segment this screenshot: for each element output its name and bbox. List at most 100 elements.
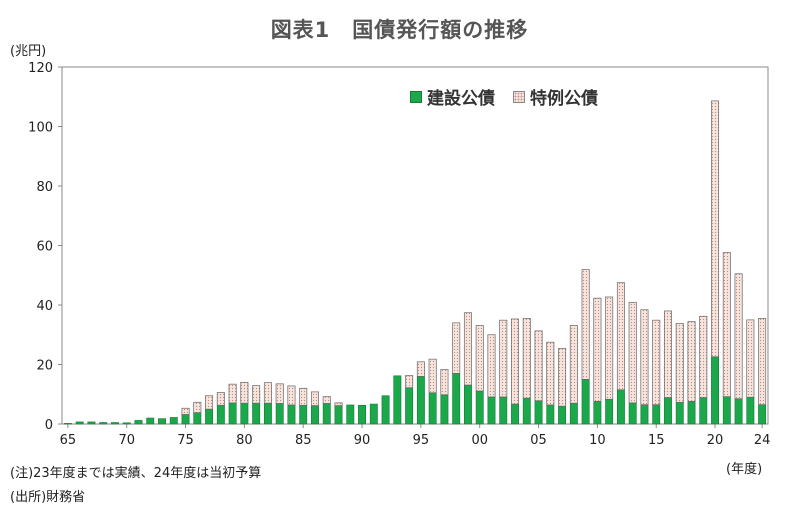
- bar-construction: [722, 396, 731, 425]
- bar-construction: [216, 404, 225, 425]
- y-tick-label: 60: [36, 240, 53, 255]
- bar-construction: [358, 404, 366, 425]
- bar-special: [734, 273, 743, 400]
- bar-construction: [63, 423, 72, 425]
- bar-construction: [252, 402, 261, 425]
- x-tick-label: 75: [177, 433, 194, 448]
- bar-special: [240, 382, 249, 404]
- bar-construction: [475, 390, 484, 425]
- chart-title: 図表1 国債発行額の推移: [270, 18, 529, 42]
- bar-construction: [616, 389, 625, 425]
- bar-construction: [440, 394, 449, 425]
- legend-swatch-construction: [410, 90, 422, 103]
- bar-construction: [522, 397, 531, 425]
- bar-special: [652, 319, 661, 406]
- bar-special: [605, 296, 614, 400]
- bar-special: [475, 325, 484, 392]
- bar-special: [193, 401, 202, 414]
- bar-special: [746, 319, 755, 398]
- bar-special: [181, 407, 190, 415]
- y-tick-label: 120: [28, 61, 53, 76]
- bar-construction: [122, 422, 131, 425]
- bar-construction: [393, 375, 402, 425]
- x-axis-unit: (年度): [726, 462, 763, 477]
- bar-special: [534, 330, 543, 402]
- legend-swatch-special: [513, 90, 525, 103]
- bar-special: [628, 301, 637, 404]
- bar-construction: [111, 422, 119, 425]
- bar-construction: [428, 392, 437, 425]
- bar-construction: [228, 402, 237, 425]
- bar-special: [546, 341, 555, 406]
- bar-construction: [369, 403, 378, 425]
- bar-special: [722, 252, 731, 397]
- bar-construction: [193, 412, 202, 425]
- bar-construction: [675, 401, 684, 425]
- x-tick-label: 10: [589, 433, 606, 448]
- bar-special: [699, 315, 708, 398]
- x-tick-label: 15: [648, 433, 665, 448]
- x-tick-label: 65: [60, 433, 77, 448]
- bar-construction: [158, 418, 166, 425]
- y-tick-label: 80: [36, 180, 53, 195]
- x-tick-label: 95: [413, 433, 430, 448]
- bar-construction: [734, 398, 743, 425]
- bar-construction: [499, 396, 508, 425]
- legend: 建設公債 特例公債: [410, 84, 616, 109]
- bar-special: [463, 312, 472, 386]
- bar-construction: [558, 405, 567, 425]
- x-tick-label: 24: [754, 433, 771, 448]
- bar-construction: [263, 402, 272, 425]
- legend-item-construction: 建設公債: [410, 84, 495, 109]
- bar-construction: [287, 404, 296, 425]
- bar-special: [263, 382, 272, 404]
- bar-construction: [452, 373, 461, 425]
- bar-construction: [605, 399, 614, 425]
- legend-item-special: 特例公債: [513, 84, 598, 109]
- y-tick-label: 0: [45, 418, 53, 433]
- bar-construction: [146, 417, 155, 425]
- bar-construction: [181, 414, 190, 425]
- bar-construction: [275, 403, 284, 425]
- bar-special: [581, 269, 590, 380]
- bar-construction: [487, 396, 496, 425]
- bar-construction: [464, 384, 472, 425]
- bar-construction: [416, 376, 425, 425]
- x-tick-label: 90: [354, 433, 371, 448]
- bar-construction: [640, 404, 649, 425]
- bar-construction: [322, 403, 331, 425]
- bar-construction: [569, 402, 578, 425]
- bar-special: [405, 375, 414, 389]
- bar-construction: [405, 387, 414, 425]
- bar-special: [205, 395, 214, 410]
- bar-special: [440, 369, 449, 396]
- bar-construction: [746, 396, 755, 425]
- bar-special: [511, 318, 520, 405]
- x-tick-label: 85: [295, 433, 312, 448]
- bar-construction: [711, 356, 719, 425]
- bar-special: [334, 402, 343, 406]
- bar-construction: [346, 404, 355, 425]
- bar-construction: [134, 420, 143, 425]
- bar-special: [640, 309, 649, 406]
- bar-special: [593, 297, 602, 402]
- note-text: (注)23年度までは実績、24年度は当初予算: [10, 466, 262, 481]
- bar-construction: [511, 403, 519, 425]
- y-tick-label: 100: [28, 121, 53, 136]
- bar-construction: [699, 397, 708, 425]
- bar-special: [416, 361, 425, 377]
- x-tick-label: 05: [530, 433, 547, 448]
- x-tick-label: 00: [471, 433, 488, 448]
- x-tick-label: 80: [236, 433, 253, 448]
- bar-construction: [205, 408, 214, 425]
- bar-special: [711, 100, 720, 358]
- bar-construction: [169, 417, 178, 425]
- bar-construction: [664, 397, 672, 425]
- bar-special: [569, 325, 578, 404]
- bar-construction: [593, 401, 602, 425]
- bar-special: [522, 318, 531, 399]
- legend-label-construction: 建設公債: [427, 89, 495, 109]
- bar-special: [310, 391, 319, 406]
- bar-construction: [687, 401, 696, 425]
